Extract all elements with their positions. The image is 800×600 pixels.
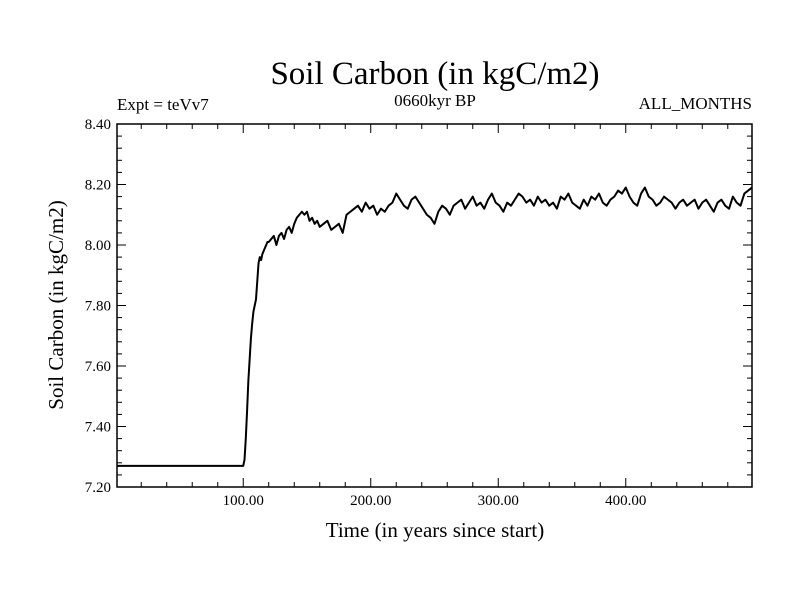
x-tick-label: 200.00 <box>350 493 391 509</box>
chart-title: Soil Carbon (in kgC/m2) <box>270 56 599 92</box>
x-tick-label: 400.00 <box>605 493 646 509</box>
axis-ticks <box>117 123 752 488</box>
plot-frame <box>116 123 753 488</box>
soil-carbon-series-line <box>117 186 753 467</box>
y-tick-label: 8.20 <box>85 178 111 194</box>
x-tick-label: 100.00 <box>223 493 264 509</box>
y-tick-label: 8.00 <box>85 238 111 254</box>
y-tick-label: 7.40 <box>85 420 111 436</box>
months-label: ALL_MONTHS <box>639 94 752 113</box>
x-tick-label: 300.00 <box>478 493 519 509</box>
y-tick-label: 7.20 <box>85 480 111 496</box>
experiment-label: Expt = teVv7 <box>117 95 209 114</box>
y-axis-label: Soil Carbon (in kgC/m2) <box>44 200 68 409</box>
y-tick-label: 7.80 <box>85 299 111 315</box>
axis-tick-labels: 7.20 7.40 7.60 7.80 8.00 8.20 8.40 100.00 200.00… <box>85 117 647 509</box>
y-tick-label: 8.40 <box>85 117 111 133</box>
y-tick-label: 7.60 <box>85 359 111 375</box>
x-axis-label: Time (in years since start) <box>326 518 545 542</box>
period-label: 0660kyr BP <box>394 91 476 110</box>
